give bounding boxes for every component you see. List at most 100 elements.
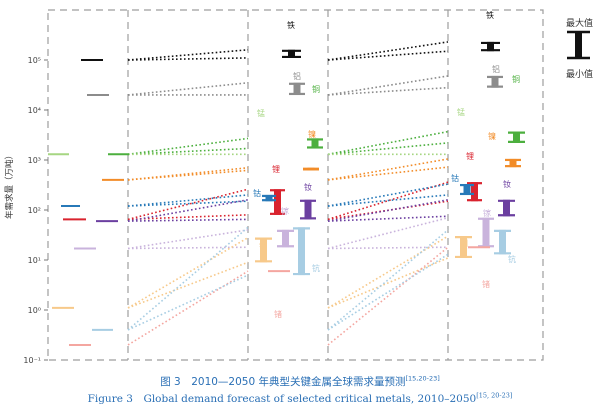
proj-2050-max-铜	[327, 130, 449, 156]
label-2050-铟: 铟	[460, 238, 468, 248]
proj-2050-max-钴	[327, 183, 449, 207]
bar-2050-钴-body	[463, 184, 471, 195]
proj-2050-min-铟	[327, 257, 449, 309]
proj-2050-max-铁	[327, 41, 449, 61]
proj-2030-min-钕	[127, 218, 249, 222]
proj-2030-min-锂	[127, 214, 249, 221]
label-2050-钪: 钪	[508, 254, 516, 264]
proj-2030-max-锂	[127, 188, 249, 221]
proj-2050-max-镍	[327, 158, 449, 181]
proj-2050-max-镓	[327, 216, 449, 250]
y-tick-label: 10⁴	[28, 106, 41, 115]
bar-2030-铝	[289, 82, 305, 96]
plot-frame	[47, 9, 544, 361]
label-2030-铜: 铜	[312, 84, 320, 94]
bar-2050-铟	[455, 236, 472, 259]
proj-2030-min-镓	[127, 246, 249, 250]
proj-2030-max-钪	[127, 226, 249, 331]
proj-2050-min-钪	[327, 253, 449, 331]
label-2030-镍: 镍	[308, 129, 316, 139]
y-tick-label: 10⁻¹	[23, 356, 41, 365]
bar-2050-铟-body	[460, 236, 467, 258]
proj-2030-max-铁	[127, 48, 249, 61]
bar-2050-镍-body	[509, 158, 517, 168]
bar-2030-镓-body	[282, 229, 289, 248]
label-2030-镓: 镓	[281, 206, 289, 216]
bar-2030-铟	[255, 237, 272, 263]
bar-2030-钴-body	[265, 194, 273, 202]
bar-2030-钕	[300, 199, 316, 220]
bar-2030-钪-body	[298, 227, 305, 276]
label-2050-铁: 铁	[486, 10, 494, 20]
proj-2050-max-钪	[327, 229, 449, 331]
label-2030-锰: 锰	[257, 108, 265, 118]
label-2030-锂: 锂	[272, 164, 280, 174]
bar-2030-钴	[262, 194, 276, 202]
legend-min-label: 最小值	[566, 70, 594, 80]
y-tick-label: 10³	[28, 156, 41, 165]
bar-2050-铁-body	[487, 41, 494, 52]
bar-2030-锂-body	[274, 189, 281, 215]
proj-2030-max-镓	[127, 229, 249, 250]
bar-2030-镓	[277, 229, 294, 248]
label-2050-钕: 钕	[503, 179, 511, 189]
proj-2050-max-钕	[327, 199, 449, 222]
proj-2030-max-铟	[127, 236, 249, 309]
bar-2030-镍	[303, 167, 319, 171]
label-2030-钴: 钴	[253, 188, 261, 198]
bar-2030-铁	[282, 49, 301, 59]
bar-2050-铝	[487, 75, 503, 88]
bar-2050-铝-body	[491, 75, 499, 88]
proj-2030-max-铝	[127, 82, 249, 96]
proj-2050-max-铝	[327, 75, 449, 96]
proj-2030-min-钴	[127, 200, 249, 207]
label-2030-铁: 铁	[287, 20, 295, 30]
bar-2030-铁-body	[288, 49, 295, 58]
caption-en: Figure 3 Global demand forecast of selec…	[87, 391, 513, 406]
bar-2050-钕	[498, 199, 515, 217]
bar-2050-镍	[505, 158, 521, 168]
label-2030-铟: 铟	[259, 241, 267, 251]
y-axis-label: 年需求量（万吨）	[4, 151, 15, 219]
proj-2030-min-铁	[127, 57, 249, 61]
proj-2030-min-铜	[127, 147, 249, 156]
legend-range-body	[575, 31, 582, 59]
bar-2050-锂-body	[471, 182, 478, 202]
bar-2050-镓	[478, 217, 494, 248]
bar-2050-钴	[460, 183, 474, 196]
bar-2050-铜	[508, 131, 525, 143]
legend-max-label: 最大值	[566, 19, 594, 29]
bar-2050-锂	[467, 182, 482, 202]
bar-2030-钕-body	[304, 199, 312, 220]
bar-2050-铁	[481, 41, 500, 52]
bar-2030-铜-body	[311, 138, 319, 149]
bar-2030-铜	[307, 138, 323, 149]
proj-2050-min-镍	[327, 166, 449, 181]
label-2030-锗: 锗	[274, 309, 282, 319]
bar-2030-铟-body	[260, 237, 267, 263]
proj-2030-max-镍	[127, 166, 249, 181]
label-2050-镓: 镓	[483, 208, 491, 218]
y-tick-label: 10²	[28, 206, 41, 215]
label-2030-铝: 铝	[293, 71, 301, 81]
label-2050-镍: 镍	[488, 131, 496, 141]
label-2050-锰: 锰	[457, 107, 465, 117]
bar-2030-铝-body	[293, 82, 301, 95]
proj-2050-min-铁	[327, 50, 449, 61]
bar-2050-钪	[494, 229, 511, 255]
bar-2030-锂	[270, 189, 285, 215]
label-2050-锂: 锂	[466, 151, 474, 161]
label-2030-钕: 钕	[304, 182, 312, 192]
bar-2050-镓-body	[482, 217, 490, 248]
proj-2030-min-铟	[127, 261, 249, 309]
y-tick-label: 10⁰	[28, 306, 41, 315]
proj-2050-min-铜	[327, 142, 449, 156]
y-tick-label: 10¹	[28, 256, 41, 265]
label-2050-钴: 钴	[451, 173, 459, 183]
bar-2050-钪-body	[499, 229, 506, 255]
bar-2050-铜-body	[513, 131, 520, 143]
proj-2050-min-铝	[327, 86, 449, 96]
proj-2030-max-锗	[127, 270, 249, 346]
label-2050-铝: 铝	[492, 64, 500, 74]
